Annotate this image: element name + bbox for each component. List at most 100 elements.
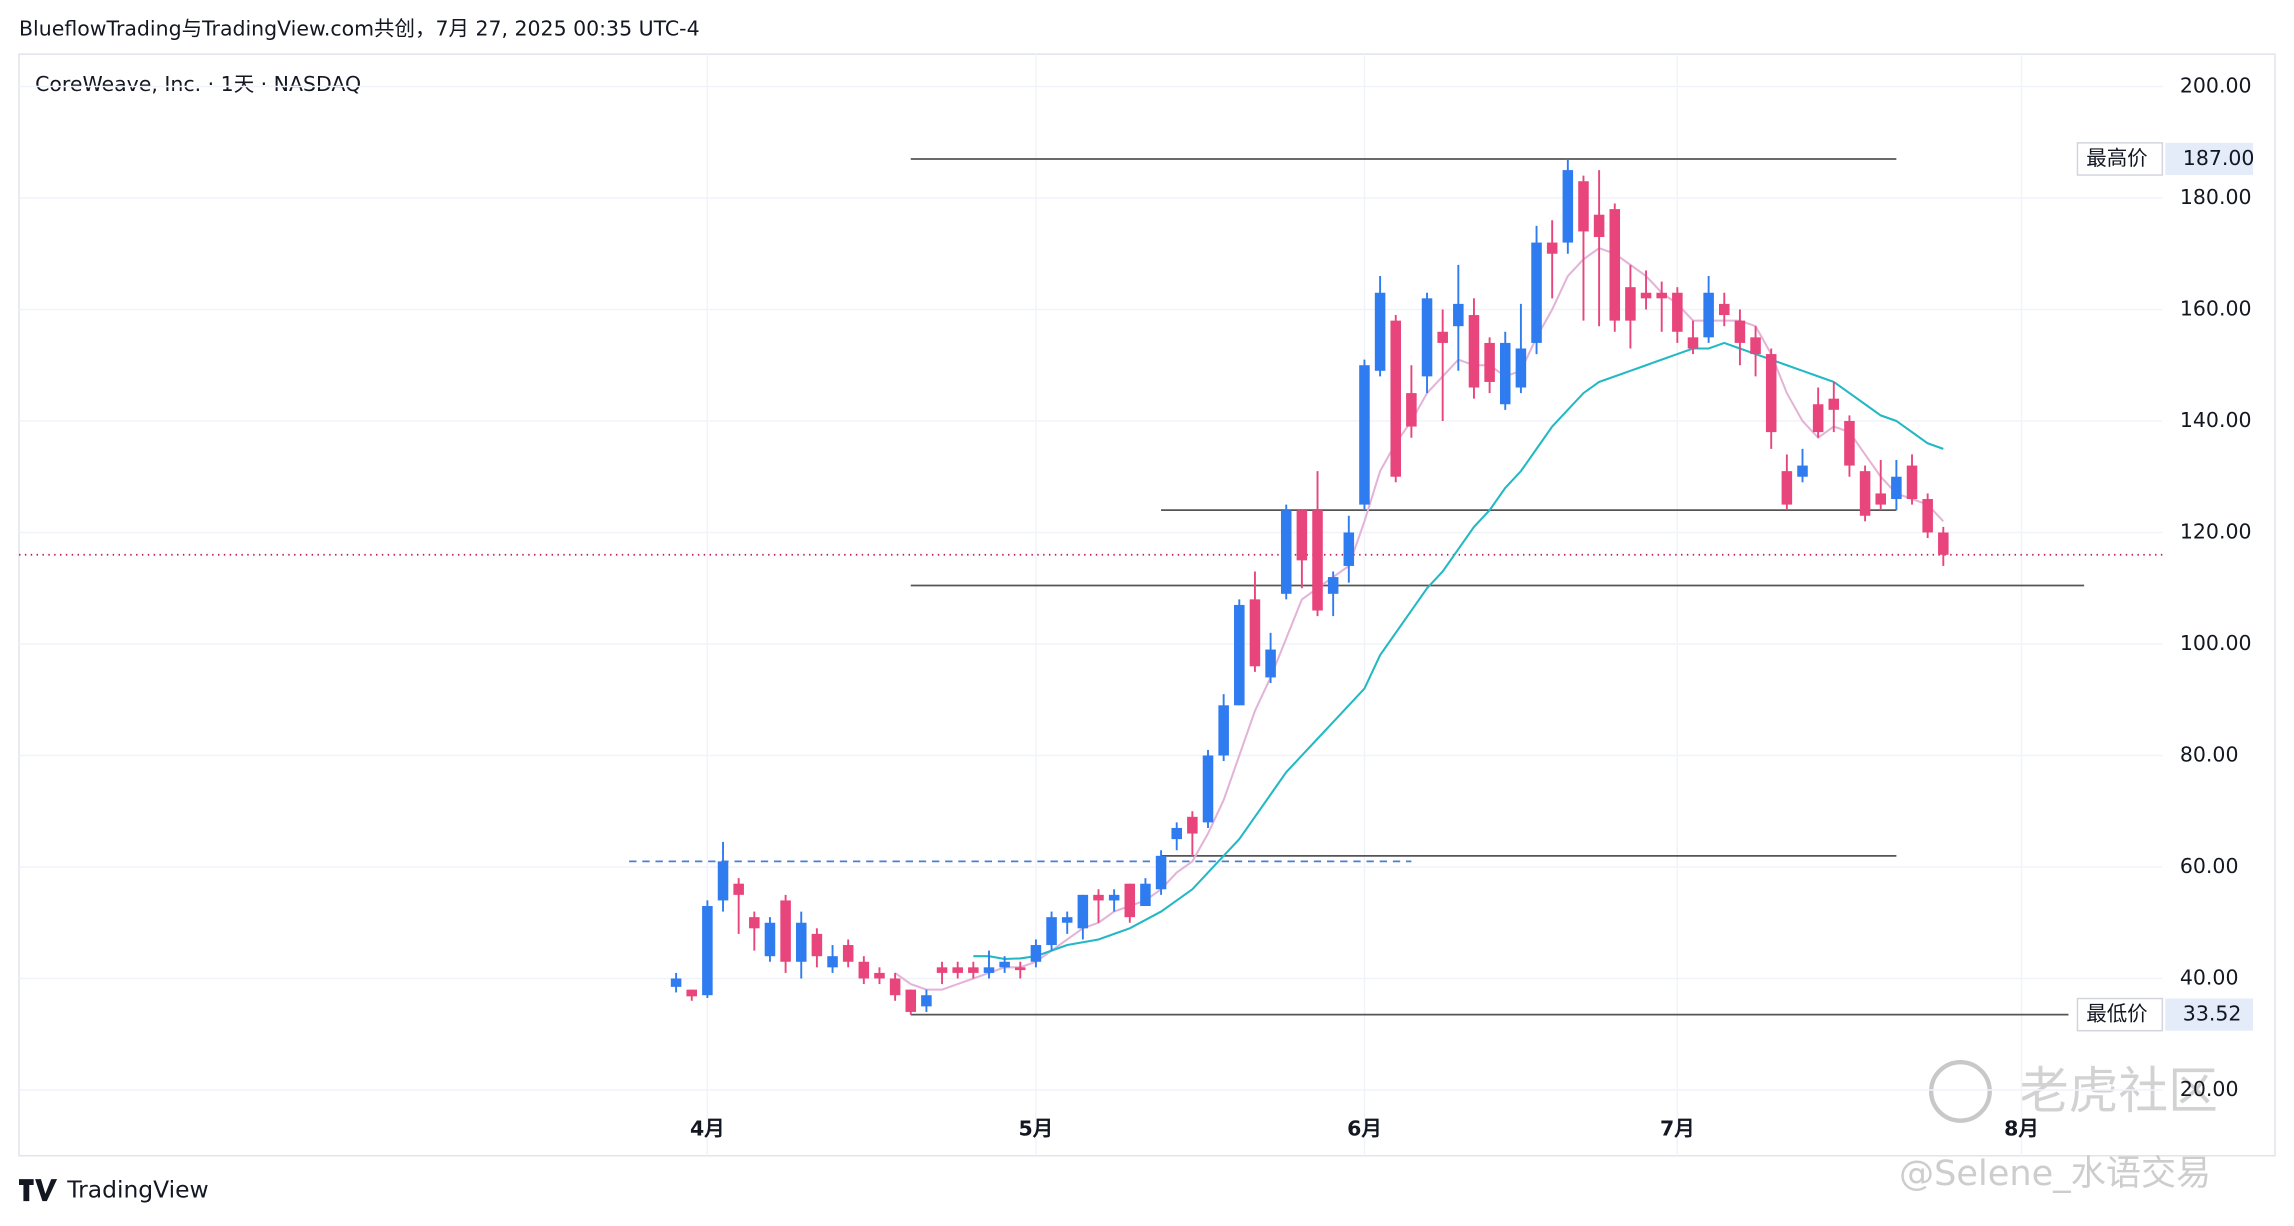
x-tick-label: 8月 [2004,1116,2039,1140]
ma-line [894,247,1945,991]
x-tick-label: 7月 [1660,1116,1695,1140]
candle-body [1108,894,1120,901]
candle-body [1656,292,1667,299]
candle-body [1781,471,1793,505]
candle-body [1484,342,1495,382]
candle-body [1640,292,1652,299]
candle-body [1140,883,1151,907]
candle-body [795,922,807,962]
candle-body [1093,894,1104,901]
candle-body [733,883,744,895]
candle-body [764,922,776,957]
candle-body [1406,393,1417,427]
header: BlueflowTrading与TradingView.com共创，7月 27,… [19,16,700,40]
candle-body [874,972,885,979]
y-tick-label: 40.00 [2180,965,2239,989]
candle-body [1312,510,1323,611]
price-label-box [2165,142,2254,176]
y-tick-label: 80.00 [2180,742,2239,766]
candle-body [889,978,901,996]
brand: TradingView [66,1175,208,1203]
candle-body [968,967,979,973]
candle-body [905,989,917,1012]
plot-frame [18,53,2276,1157]
price-label-box [2165,998,2254,1031]
level-label: 最低价 [2086,1002,2147,1026]
candle-body [1468,315,1480,388]
price-label: 187.00 [2183,146,2255,170]
price-label: 33.52 [2183,1002,2242,1026]
candle-body [1546,242,1558,254]
candle-body [1061,917,1073,923]
candle-body [1280,510,1292,594]
y-tick-label: 60.00 [2180,854,2239,878]
candle-body [1265,649,1276,678]
candle-body [1797,465,1808,477]
candle-body [1296,510,1308,561]
candle-body [1234,604,1245,706]
candle-body [1374,292,1386,371]
candle-body [1390,320,1402,477]
candle-body [1703,292,1714,338]
candle-body [1187,816,1198,834]
y-tick-label: 20.00 [2180,1077,2239,1101]
candle-body [780,900,791,962]
candle-body [1672,292,1683,332]
x-tick-label: 5月 [1019,1116,1054,1140]
candle-body [1859,471,1871,516]
candle-body [1562,170,1574,243]
brand-logo [19,1179,58,1202]
candle-body [827,956,838,968]
candle-body [1077,894,1089,929]
candle-body [1218,705,1229,756]
candle-body [1124,883,1136,918]
y-tick-label: 140.00 [2180,408,2252,432]
candle-body [1593,214,1605,237]
level-label-box [2076,142,2164,176]
candle-body [1875,493,1886,505]
candle-body [952,967,963,973]
candle-body [1046,917,1057,946]
candle-body [1249,599,1261,667]
candle-body [1765,354,1777,433]
candle-body [1030,945,1042,962]
candle-body [1421,298,1433,377]
candle-body [1171,827,1182,840]
candle-body [1202,755,1214,823]
candle-body [1938,532,1949,555]
candle-body [1515,348,1527,388]
candle-body [1609,209,1621,321]
candle-body [811,933,823,957]
candle-body [842,945,854,962]
x-tick-label: 4月 [690,1116,725,1140]
ma-line [973,341,1944,961]
candle-body [1015,967,1026,971]
candle-body [1719,303,1730,316]
watermark: @Selene_水语交易 [1899,1153,2211,1194]
candle-body [1750,337,1761,355]
y-tick-label: 200.00 [2180,73,2252,97]
candle-body [1437,331,1448,343]
y-tick-label: 100.00 [2180,631,2252,655]
candle-body [1453,303,1464,327]
candle-body [1531,242,1542,343]
y-tick-label: 120.00 [2180,519,2252,543]
candle-body [1844,420,1855,466]
candle-body [1327,577,1339,594]
level-label: 最高价 [2086,146,2147,170]
candle-body [936,967,948,973]
candle-body [1359,365,1370,505]
chart-title: CoreWeave, Inc. · 1天 · NASDAQ [35,72,361,96]
candle-body [1812,404,1824,433]
candle-body [1734,320,1746,343]
candle-body [1891,476,1902,500]
candle-body [686,989,698,997]
watermark: 老虎社区 [2019,1062,2218,1120]
candle-body [1828,398,1840,410]
candle-body [1922,499,1933,533]
candle-body [1578,181,1589,232]
level-label-box [2076,997,2164,1032]
candle-body [749,917,760,929]
